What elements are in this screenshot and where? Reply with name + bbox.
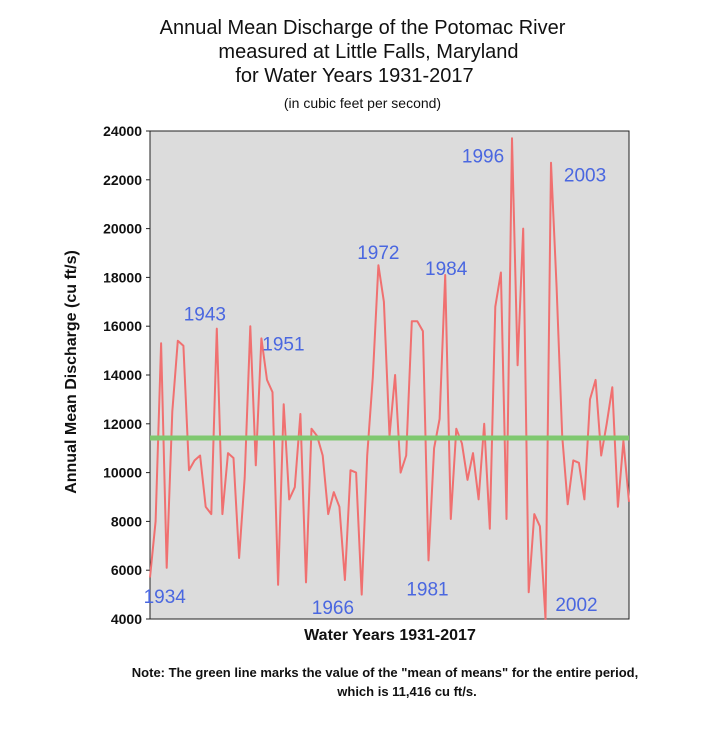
y-tick-label: 16000 xyxy=(103,318,142,334)
chart-title-line-1: Annual Mean Discharge of the Potomac Riv… xyxy=(159,17,566,39)
chart-title-line-3: for Water Years 1931-2017 xyxy=(235,65,474,87)
year-annotation-1934: 1934 xyxy=(144,587,187,608)
year-annotation-1984: 1984 xyxy=(425,259,468,280)
y-tick-label: 8000 xyxy=(111,513,142,529)
y-axis-label: Annual Mean Discharge (cu ft/s) xyxy=(63,250,80,494)
x-axis-label: Water Years 1931-2017 xyxy=(304,627,476,644)
year-annotation-1966: 1966 xyxy=(312,598,354,619)
year-annotation-1972: 1972 xyxy=(357,243,399,264)
y-tick-label: 10000 xyxy=(103,465,142,481)
chart-subtitle: (in cubic feet per second) xyxy=(283,95,442,111)
y-tick-label: 24000 xyxy=(103,123,142,139)
year-annotation-1951: 1951 xyxy=(262,334,304,355)
year-annotation-1981: 1981 xyxy=(406,579,448,600)
note-line-2: which is 11,416 cu ft/s. xyxy=(337,684,477,699)
y-tick-label: 18000 xyxy=(103,269,142,285)
year-annotation-1943: 1943 xyxy=(184,305,226,326)
chart-title-line-2: measured at Little Falls, Maryland xyxy=(218,41,519,63)
note-line-1: Note: The green line marks the value of … xyxy=(131,665,639,680)
year-annotation-2002: 2002 xyxy=(555,595,597,616)
y-tick-label: 4000 xyxy=(111,611,142,627)
y-tick-label: 20000 xyxy=(103,221,142,237)
plot-area xyxy=(149,130,630,620)
year-annotation-2003: 2003 xyxy=(564,166,606,187)
y-tick-label: 22000 xyxy=(103,172,142,188)
y-tick-label: 12000 xyxy=(103,416,142,432)
year-annotation-1996: 1996 xyxy=(462,146,504,167)
y-tick-label: 6000 xyxy=(111,562,142,578)
y-tick-label: 14000 xyxy=(103,367,142,383)
